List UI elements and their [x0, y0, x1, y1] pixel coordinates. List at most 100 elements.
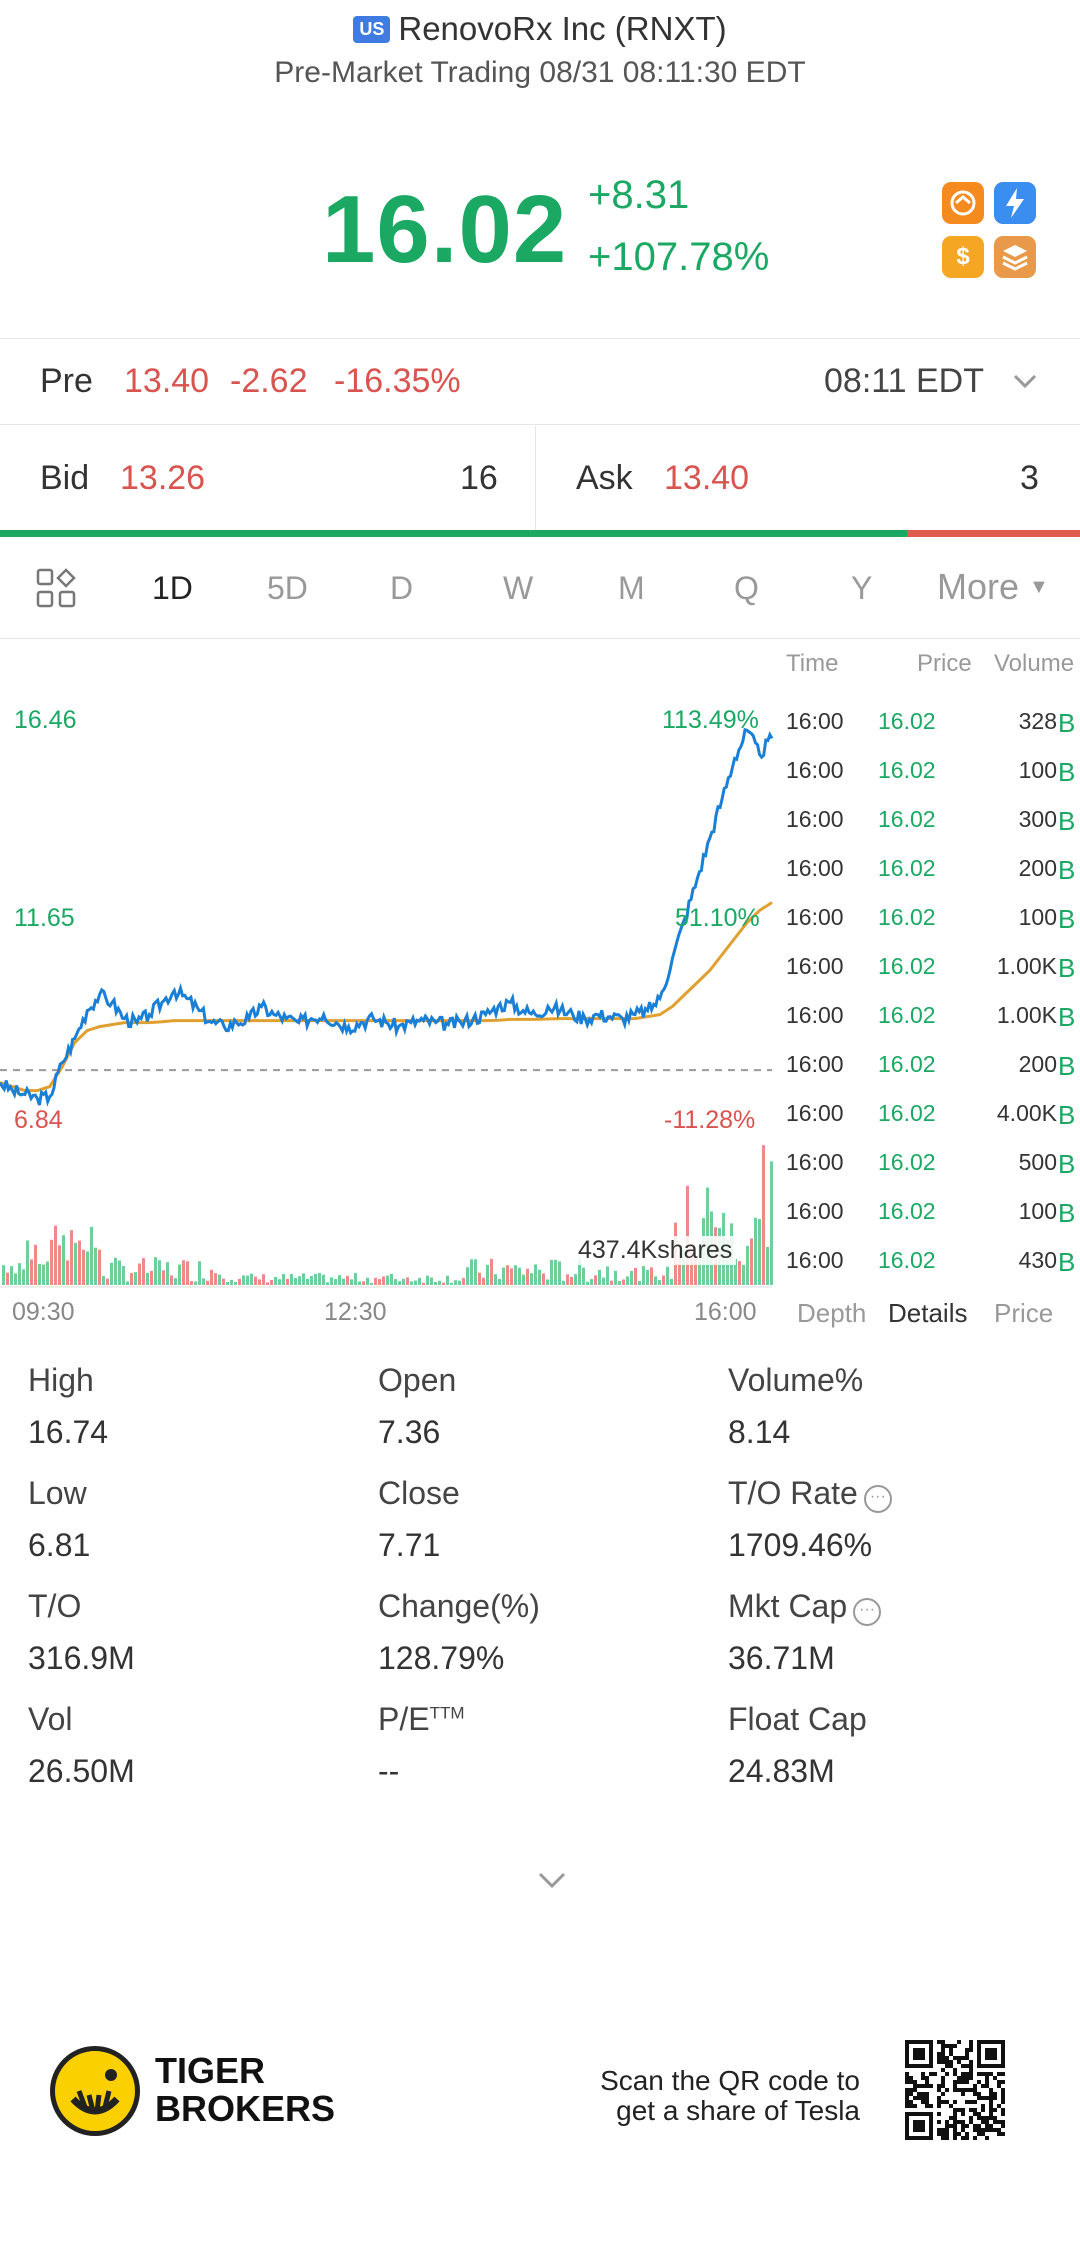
tick-time: 16:00	[786, 1149, 844, 1175]
tab-w[interactable]: W	[503, 570, 534, 606]
qr-code-icon	[905, 2040, 1005, 2140]
volume-bar	[630, 1270, 633, 1285]
tab-q[interactable]: Q	[734, 570, 759, 606]
volume-bar	[622, 1279, 625, 1285]
grid-layout-icon[interactable]	[36, 568, 76, 608]
volume-bar	[434, 1281, 437, 1285]
tick-time: 16:00	[786, 708, 844, 734]
volume-bar	[458, 1280, 461, 1285]
tick-volume: 500	[1018, 1149, 1057, 1175]
volume-bar	[294, 1278, 297, 1285]
volume-bar	[554, 1259, 557, 1285]
expand-chevron-icon[interactable]	[534, 1868, 570, 1894]
tab-price[interactable]: Price	[994, 1298, 1054, 1328]
more-button[interactable]: More ▼	[937, 566, 1049, 608]
tick-time: 16:00	[786, 855, 844, 881]
volume-bar	[42, 1264, 45, 1285]
volume-bar	[318, 1273, 321, 1285]
tick-side: B	[1058, 855, 1076, 885]
volume-bar	[578, 1258, 581, 1285]
volume-bar	[322, 1274, 325, 1285]
volume-bar	[234, 1281, 237, 1285]
volume-bar	[6, 1272, 9, 1285]
tick-price: 16.02	[878, 1002, 936, 1028]
volume-bar	[242, 1275, 245, 1285]
volume-bar	[410, 1281, 413, 1285]
tick-time: 16:00	[786, 904, 844, 930]
volume-bar	[542, 1273, 545, 1285]
volume-bar	[130, 1273, 133, 1285]
volume-bar	[342, 1278, 345, 1285]
volume-bar	[282, 1273, 285, 1285]
tab-y[interactable]: Y	[851, 570, 873, 606]
stat-label-text: High	[28, 1362, 94, 1398]
divider	[0, 338, 1080, 339]
volume-bar	[406, 1277, 409, 1285]
volume-bar	[770, 1161, 773, 1285]
volume-bar	[366, 1277, 369, 1285]
info-icon[interactable]: ···	[863, 1485, 892, 1513]
tick-time: 16:00	[786, 1002, 844, 1028]
tab-1d[interactable]: 1D	[152, 570, 193, 606]
volume-bar	[390, 1273, 393, 1285]
stat-label: Mkt Cap ···	[728, 1588, 882, 1626]
volume-bar	[414, 1280, 417, 1285]
volume-bar	[134, 1272, 137, 1285]
volume-bar	[334, 1279, 337, 1285]
volume-bar	[262, 1274, 265, 1285]
avg-price-line	[0, 901, 773, 1093]
volume-bar	[438, 1280, 441, 1285]
tab-m[interactable]: M	[618, 570, 645, 606]
tab-depth[interactable]: Depth	[797, 1298, 867, 1328]
stat-label: Float Cap	[728, 1701, 867, 1738]
stat-value: 128.79%	[378, 1640, 505, 1676]
volume-bar	[382, 1276, 385, 1285]
tab-5d[interactable]: 5D	[267, 570, 308, 606]
caret-down-icon: ▼	[1029, 576, 1049, 598]
ask-strength-bar	[907, 530, 1080, 537]
tick-side: B	[1058, 904, 1076, 934]
volume-bar	[346, 1275, 349, 1285]
volume-bar	[258, 1279, 261, 1285]
volume-bar	[650, 1267, 653, 1285]
volume-bar	[402, 1278, 405, 1285]
volume-bar	[506, 1265, 509, 1285]
stat-label: Vol	[28, 1701, 72, 1738]
more-label: More	[937, 566, 1020, 607]
chevron-down-icon[interactable]	[1010, 366, 1040, 396]
tick-time: 16:00	[786, 1100, 844, 1126]
volume-bar	[666, 1266, 669, 1285]
stack-icon[interactable]	[994, 236, 1036, 278]
dollar-icon[interactable]: $	[942, 236, 984, 278]
stat-label-text: Close	[378, 1475, 460, 1511]
stat-label: T/O Rate ···	[728, 1475, 892, 1513]
tab-details[interactable]: Details	[888, 1298, 968, 1328]
pre-label: Pre	[40, 362, 93, 400]
tab-d[interactable]: D	[390, 570, 414, 606]
tick-price: 16.02	[878, 1051, 936, 1077]
volume-bar	[98, 1249, 101, 1285]
tick-volume: 4.00K	[996, 1100, 1057, 1126]
volume-bar	[590, 1279, 593, 1285]
info-icon[interactable]: ···	[853, 1598, 882, 1626]
volume-bar	[222, 1278, 225, 1285]
tick-price: 16.02	[878, 1149, 936, 1175]
volume-bar	[598, 1269, 601, 1285]
volume-bar	[470, 1259, 473, 1285]
stat-label-text: T/O Rate	[728, 1475, 858, 1511]
volume-bar	[446, 1275, 449, 1285]
intraday-chart[interactable]	[0, 640, 775, 1300]
volume-bar	[466, 1267, 469, 1285]
tick-price: 16.02	[878, 1198, 936, 1224]
volume-bar	[2, 1265, 5, 1285]
scan-line-1: Scan the QR code to	[600, 2065, 860, 2096]
volume-bar	[538, 1269, 541, 1285]
volume-bar	[74, 1242, 77, 1285]
volume-bar	[254, 1276, 257, 1285]
volume-bar	[514, 1265, 517, 1285]
orange-swap-icon[interactable]	[942, 182, 984, 224]
volume-bar	[494, 1274, 497, 1285]
lightning-icon[interactable]	[994, 182, 1036, 224]
volume-bar	[138, 1263, 141, 1285]
x-tick-end: 16:00	[694, 1298, 757, 1326]
